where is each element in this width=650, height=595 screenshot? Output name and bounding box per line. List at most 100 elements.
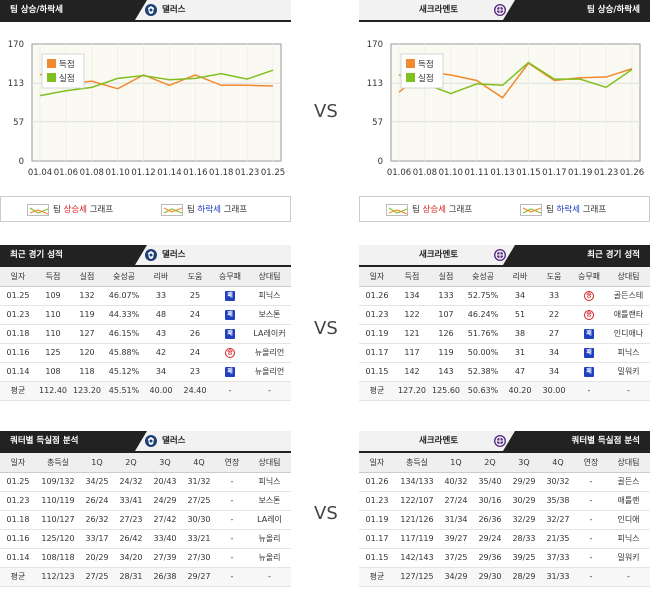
- date-cell: 01.23: [0, 491, 36, 511]
- points-cell: 110: [36, 324, 70, 344]
- result-cell: 패: [212, 305, 248, 325]
- average-cell: 30.00: [537, 381, 571, 401]
- column-header: 일자: [0, 453, 36, 473]
- sacramento-quarter-panel: 새크라멘토 쿼터별 득실점 분석 일자 총득실 1Q 2Q 3Q 4Q 연장 상대팀 01.2…: [359, 431, 650, 587]
- assists-cell: 25: [178, 286, 212, 306]
- trend-legend-box: 팀 상승세 그래프 팀 하락세 그래프: [0, 196, 291, 222]
- average-cell: 29/27: [182, 567, 216, 587]
- average-row: 평균 112/123 27/25 28/31 26/38 29/27- -: [0, 567, 291, 587]
- column-header: 슛성공: [463, 267, 503, 287]
- points-cell: 125: [36, 343, 70, 363]
- q3-cell: 30/29: [507, 491, 541, 511]
- recent-header-label: 최근 경기 성적: [503, 245, 650, 265]
- column-header: 연장: [575, 453, 607, 473]
- average-cell: 125.60: [429, 381, 463, 401]
- date-cell: 01.18: [0, 324, 36, 344]
- average-cell: 24.40: [178, 381, 212, 401]
- column-header: 득점: [395, 267, 429, 287]
- ot-cell: -: [216, 510, 248, 530]
- conceded-cell: 120: [70, 343, 104, 363]
- average-cell: 29/30: [473, 567, 507, 587]
- opponent-cell: LA레이커: [248, 324, 291, 344]
- recent-games-table: 일자 득점 실점 슛성공 리바 도움 승무패 상대팀 01.26 134 133 52.75% 34 3…: [359, 267, 650, 401]
- result-cell: 패: [212, 324, 248, 344]
- average-cell: 26/38: [148, 567, 182, 587]
- table-row: 01.23 122 107 46.24% 51 22 승 애틀랜타: [359, 305, 650, 325]
- opponent-cell: 보스톤: [248, 305, 291, 325]
- legend-down-prefix: 팀: [187, 205, 198, 215]
- x-tick-label: 01.11: [464, 168, 488, 178]
- recent-header: 최근 경기 성적 댈러스: [0, 245, 291, 267]
- column-header: 2Q: [114, 453, 148, 473]
- date-cell: 01.15: [359, 362, 395, 382]
- lose-badge: 패: [225, 329, 235, 339]
- team-cell: 피닉스: [248, 472, 291, 492]
- x-tick-label: 01.16: [183, 168, 207, 178]
- result-cell: 승: [571, 286, 607, 306]
- dallas-quarter-panel: 쿼터별 득실점 분석 댈러스 일자 총득실 1Q 2Q 3Q 4Q 연장 상대팀 01.25 1…: [0, 431, 291, 587]
- conceded-cell: 119: [70, 305, 104, 325]
- q3-cell: 27/39: [148, 548, 182, 568]
- assists-cell: 26: [178, 324, 212, 344]
- opponent-cell: 인디애나: [607, 324, 650, 344]
- q4-cell: 30/30: [182, 510, 216, 530]
- rebounds-cell: 38: [503, 324, 537, 344]
- column-header: 연장: [216, 453, 248, 473]
- fg-pct-cell: 46.15%: [104, 324, 144, 344]
- table-row: 01.15 142/143 37/25 29/36 39/25 37/33- 밀워키: [359, 548, 650, 568]
- q2-cell: 30/16: [473, 491, 507, 511]
- legend-down-item: 팀 하락세 그래프: [520, 202, 606, 218]
- team-cell: 뉴올리: [248, 548, 291, 568]
- rebounds-cell: 34: [144, 362, 178, 382]
- table-row: 01.26 134 133 52.75% 34 33 승 골든스테: [359, 286, 650, 306]
- x-tick-label: 01.14: [157, 168, 181, 178]
- total-cell: 122/107: [395, 491, 439, 511]
- column-header: 상대팀: [248, 267, 291, 287]
- q2-cell: 29/36: [473, 548, 507, 568]
- assists-cell: 23: [178, 362, 212, 382]
- average-cell: 45.51%: [104, 381, 144, 401]
- rebounds-cell: 33: [144, 286, 178, 306]
- ot-cell: -: [575, 510, 607, 530]
- up-trend-icon: [27, 203, 49, 216]
- q4-cell: 31/32: [182, 472, 216, 492]
- rebounds-cell: 34: [503, 286, 537, 306]
- conceded-cell: 119: [429, 343, 463, 363]
- x-tick-label: 01.10: [439, 168, 463, 178]
- fg-pct-cell: 51.76%: [463, 324, 503, 344]
- legend-up-suffix: 그래프: [87, 205, 114, 215]
- conceded-cell: 107: [429, 305, 463, 325]
- q2-cell: 26/42: [114, 529, 148, 549]
- date-cell: 01.19: [359, 324, 395, 344]
- legend-down-prefix: 팀: [546, 205, 557, 215]
- average-cell: -: [607, 567, 650, 587]
- column-header: 1Q: [439, 453, 473, 473]
- legend-down-word: 하락세: [556, 205, 580, 215]
- assists-cell: 33: [537, 286, 571, 306]
- column-header: 실점: [70, 267, 104, 287]
- average-cell: 평균: [0, 381, 36, 401]
- fg-pct-cell: 52.38%: [463, 362, 503, 382]
- average-cell: -: [212, 381, 248, 401]
- table-row: 01.23 122/107 27/24 30/16 30/29 35/38- 애틀랜: [359, 491, 650, 511]
- x-tick-label: 01.25: [261, 168, 285, 178]
- q4-cell: 27/25: [182, 491, 216, 511]
- quarter-header: 쿼터별 득실점 분석 댈러스: [0, 431, 291, 453]
- average-cell: 40.00: [144, 381, 178, 401]
- team-cell: 골든스: [607, 472, 650, 492]
- date-cell: 01.18: [0, 510, 36, 530]
- legend-swatch: [406, 73, 415, 82]
- dallas-logo-icon: [145, 4, 157, 16]
- total-cell: 110/119: [36, 491, 80, 511]
- opponent-cell: 애틀랜타: [607, 305, 650, 325]
- conceded-series-line: [398, 61, 633, 95]
- average-cell: -: [575, 567, 607, 587]
- q4-cell: 33/21: [182, 529, 216, 549]
- conceded-cell: 143: [429, 362, 463, 382]
- column-header: 총득실: [36, 453, 80, 473]
- column-header: 도움: [537, 267, 571, 287]
- conceded-cell: 133: [429, 286, 463, 306]
- legend-down-suffix: 그래프: [221, 205, 248, 215]
- y-tick-label: 57: [372, 118, 383, 128]
- column-header: 1Q: [80, 453, 114, 473]
